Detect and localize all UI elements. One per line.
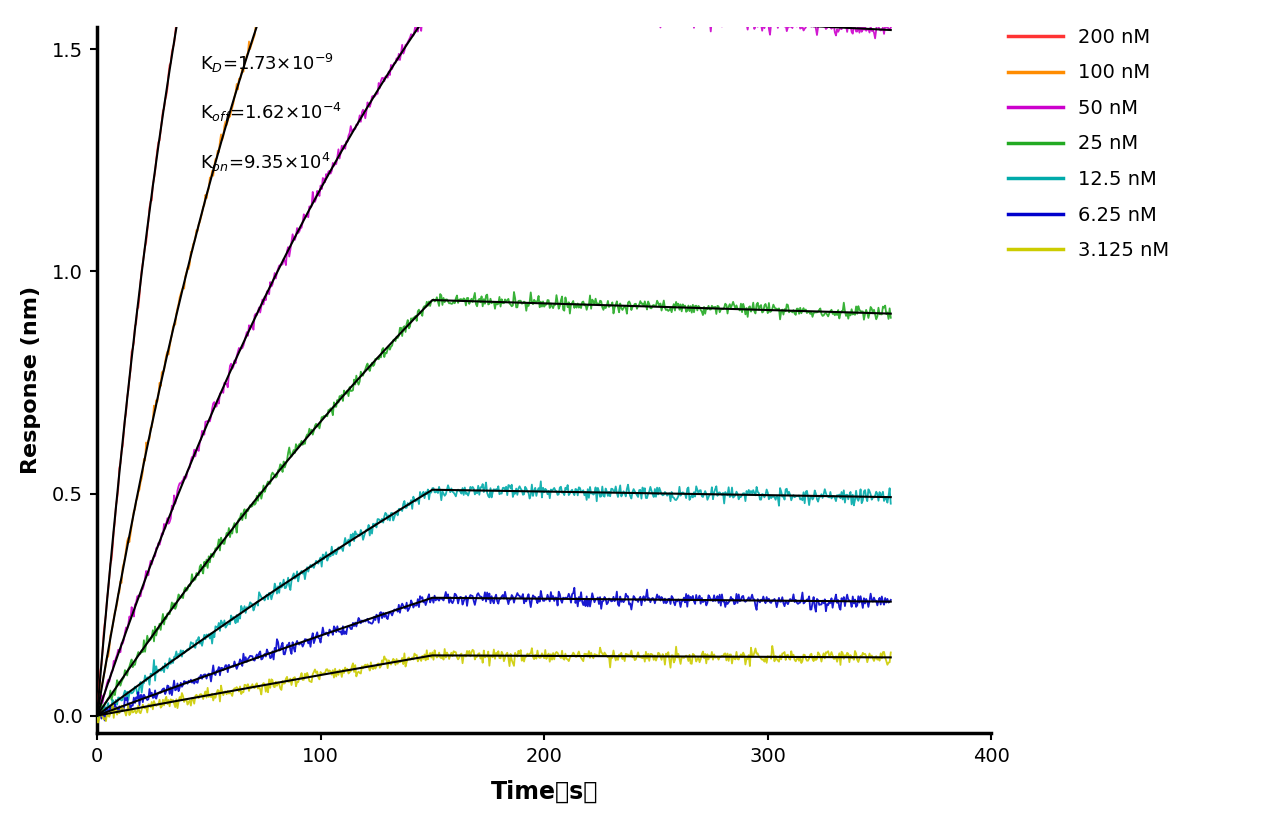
Text: K$_{off}$=1.62×10$^{-4}$: K$_{off}$=1.62×10$^{-4}$ bbox=[200, 101, 342, 125]
Text: K$_D$=1.73×10$^{-9}$: K$_D$=1.73×10$^{-9}$ bbox=[200, 52, 333, 75]
X-axis label: Time（s）: Time（s） bbox=[491, 780, 597, 804]
Text: K$_{on}$=9.35×10$^4$: K$_{on}$=9.35×10$^4$ bbox=[200, 151, 330, 174]
Legend: 200 nM, 100 nM, 50 nM, 25 nM, 12.5 nM, 6.25 nM, 3.125 nM: 200 nM, 100 nM, 50 nM, 25 nM, 12.5 nM, 6… bbox=[1000, 20, 1177, 268]
Y-axis label: Response (nm): Response (nm) bbox=[20, 286, 41, 474]
